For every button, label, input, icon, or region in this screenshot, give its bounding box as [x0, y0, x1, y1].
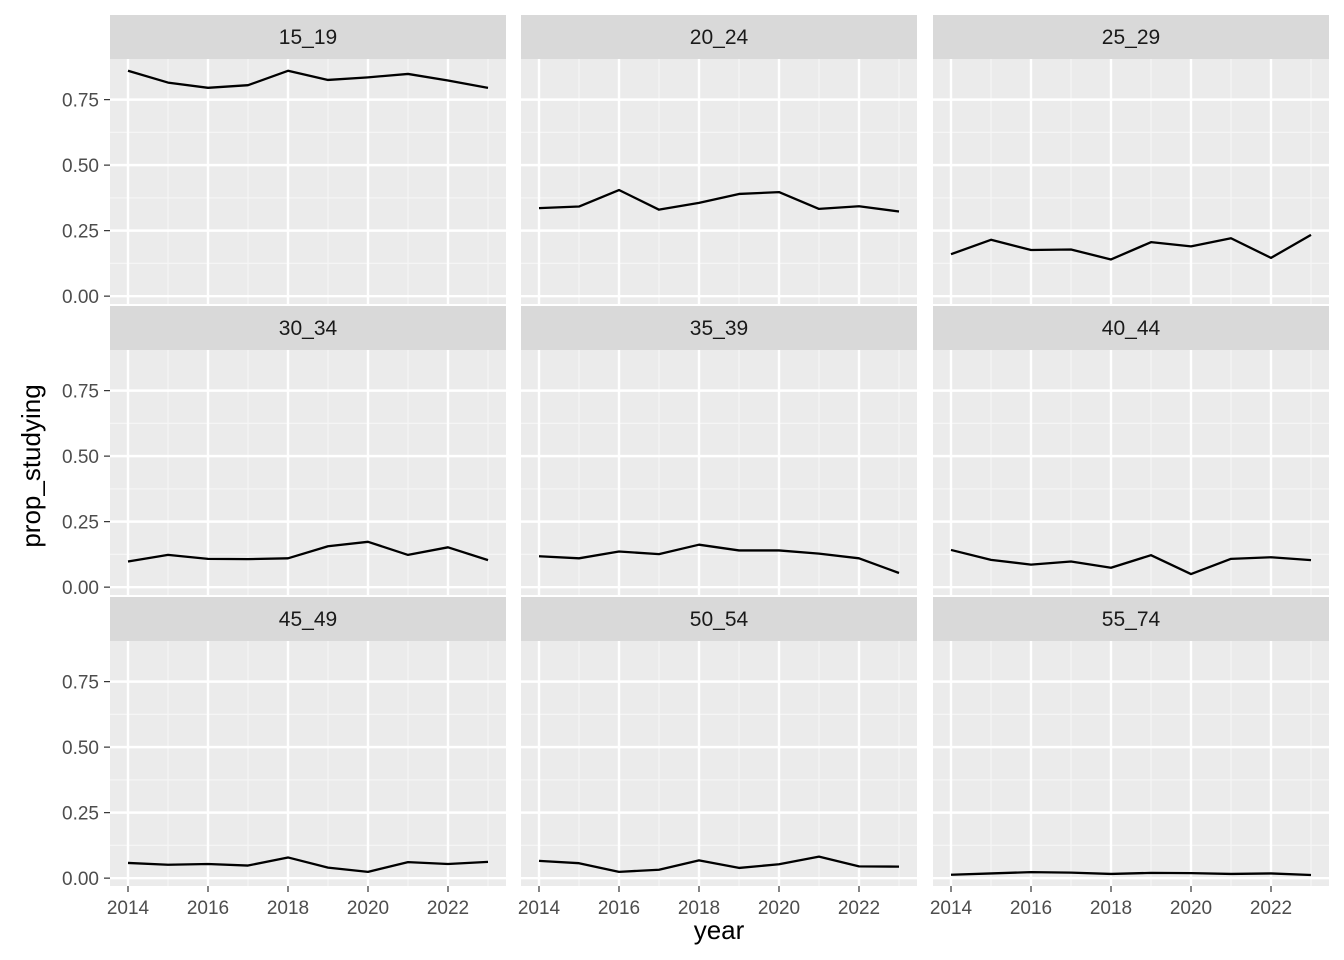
facet-40_44: 40_44: [933, 306, 1329, 595]
x-tick-label: 2016: [187, 898, 229, 919]
facet-strip-label: 40_44: [1102, 317, 1161, 340]
x-tick-label: 2018: [1090, 898, 1132, 919]
facet-45_49: 45_49 0.00 0.25 0.50 0.75 2014 2016 2018 2020 202…: [62, 597, 506, 919]
facet-strip: [110, 15, 506, 59]
facet-strip-label: 55_74: [1102, 608, 1161, 631]
y-tick-label: 0.25: [62, 804, 99, 825]
facet-panels: 15_19 0.00 0.25 0.50 0.75 20_24 25_29 30_34 0.00…: [62, 15, 1329, 919]
y-tick-label: 0.75: [62, 673, 99, 694]
facet-strip-label: 45_49: [279, 608, 337, 631]
series-line-35_39: [538, 543, 900, 575]
y-tick-label: 0.75: [62, 91, 99, 112]
panel-background: [110, 641, 506, 886]
y-tick-label: 0.50: [62, 156, 99, 177]
facet-30_34: 30_34 0.00 0.25 0.50 0.75: [62, 306, 506, 599]
y-tick-label: 0.25: [62, 513, 99, 534]
facet-55_74: 55_74 2014 2016 2018 2020 2022: [930, 597, 1329, 919]
facet-strip: [521, 597, 917, 641]
x-tick-label: 2020: [347, 898, 389, 919]
y-tick-label: 0.00: [62, 578, 99, 599]
series-line-40_44: [950, 548, 1312, 576]
x-axis-title: year: [694, 915, 745, 945]
x-tick-label: 2020: [758, 898, 800, 919]
facet-strip: [521, 306, 917, 350]
facet-strip: [933, 597, 1329, 641]
panel-background: [933, 641, 1329, 886]
facet-strip-label: 30_34: [279, 317, 338, 340]
panel-background: [521, 59, 917, 304]
y-axis-title: prop_studying: [16, 384, 46, 547]
x-tick-label: 2014: [107, 898, 150, 919]
y-tick-label: 0.50: [62, 447, 99, 468]
facet-strip-label: 35_39: [690, 317, 748, 340]
facet-35_39: 35_39: [521, 306, 917, 595]
panel-background: [110, 59, 506, 304]
series-line-20_24: [538, 188, 900, 213]
y-tick-label: 0.00: [62, 287, 99, 308]
facet-strip: [933, 306, 1329, 350]
facet-20_24: 20_24: [521, 15, 917, 304]
series-line-30_34: [127, 540, 489, 563]
x-tick-label: 2016: [1010, 898, 1052, 919]
x-tick-label: 2020: [1170, 898, 1212, 919]
x-tick-label: 2014: [930, 898, 973, 919]
y-tick-label: 0.50: [62, 738, 99, 759]
x-tick-label: 2018: [678, 898, 720, 919]
facet-50_54: 50_54 2014 2016 2018 2020 2022: [518, 597, 917, 919]
facet-15_19: 15_19 0.00 0.25 0.50 0.75: [62, 15, 506, 308]
x-tick-label: 2014: [518, 898, 561, 919]
facet-strip: [933, 15, 1329, 59]
x-tick-label: 2022: [838, 898, 880, 919]
y-tick-label: 0.25: [62, 222, 99, 243]
series-line-15_19: [127, 69, 489, 89]
panel-background: [933, 59, 1329, 304]
series-line-45_49: [127, 856, 489, 873]
facet-strip-label: 20_24: [690, 26, 749, 49]
facet-strip-label: 50_54: [690, 608, 749, 631]
x-tick-label: 2022: [427, 898, 469, 919]
x-tick-label: 2016: [598, 898, 640, 919]
facet-strip-label: 25_29: [1102, 26, 1160, 49]
series-line-25_29: [950, 233, 1312, 261]
series-line-50_54: [538, 855, 900, 873]
x-tick-label: 2018: [267, 898, 309, 919]
panel-background: [110, 350, 506, 595]
y-tick-label: 0.75: [62, 382, 99, 403]
panel-background: [521, 641, 917, 886]
facet-strip: [110, 597, 506, 641]
x-tick-label: 2022: [1250, 898, 1292, 919]
facet-25_29: 25_29: [933, 15, 1329, 304]
series-line-55_74: [950, 870, 1312, 877]
y-tick-label: 0.00: [62, 869, 99, 890]
facet-strip-label: 15_19: [279, 26, 337, 49]
facet-strip: [521, 15, 917, 59]
facet-strip: [110, 306, 506, 350]
